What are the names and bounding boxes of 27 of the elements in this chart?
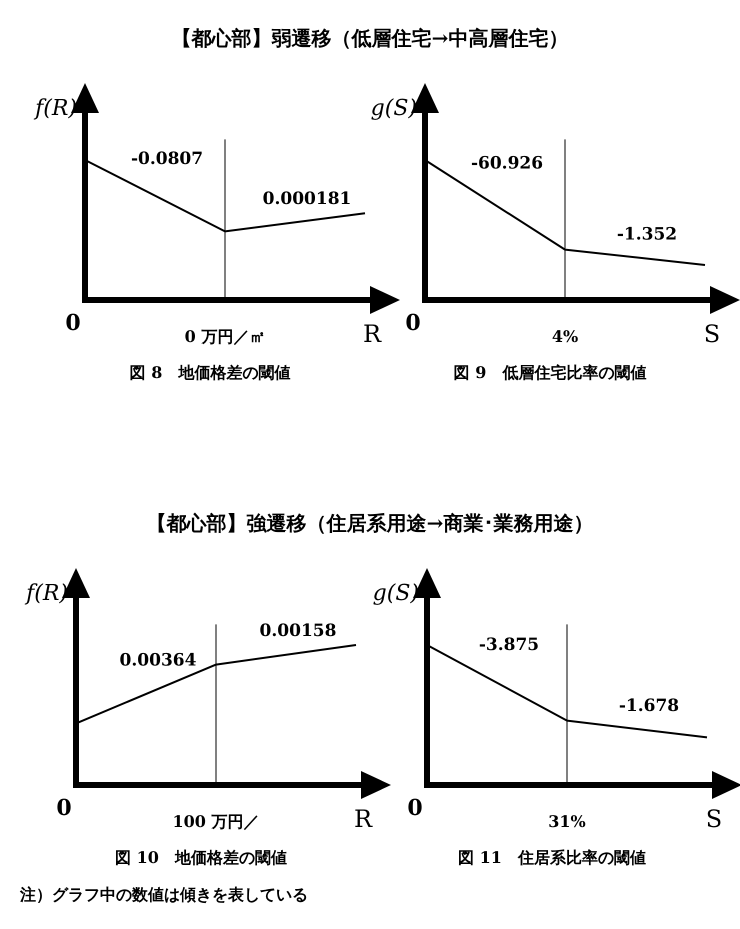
x-tick-label: 4% [552, 327, 578, 346]
annotation: -1.678 [618, 696, 680, 716]
x-axis-title: R [354, 805, 373, 833]
text: 図 11 住居系比率の閾値 [458, 848, 646, 867]
text: 図 8 地価格差の閾値 [130, 363, 290, 382]
x-axis-title: S [706, 805, 722, 833]
annotation: -0.0807 [130, 148, 204, 169]
annotation: -3.875 [478, 634, 540, 655]
x-tick-label: 31% [548, 812, 586, 831]
chart-title: 【都心部】弱遷移（低層住宅→中高層住宅） [172, 26, 568, 50]
text: 図 10 地価格差の閾値 [115, 848, 287, 867]
x-axis-title: R [362, 320, 382, 348]
text: 図 9 低層住宅比率の閾値 [454, 363, 646, 382]
x-tick-label: 0 [65, 310, 81, 336]
annotation: 0.000181 [262, 188, 352, 209]
text: 0.00158 [260, 620, 336, 641]
x-axis-title: S [704, 320, 720, 348]
x-tick-label: 0 [405, 310, 421, 336]
chart-title: 【都心部】強遷移（住居系用途→商業･業務用途） [146, 511, 594, 535]
x-tick-label: 0 [407, 795, 423, 821]
annotation: 0.00364 [120, 650, 197, 670]
x-tick-label: 0 [56, 795, 72, 821]
x-tick-label: 0 万円／㎡ [184, 327, 266, 346]
text: 注）グラフ中の数値は傾きを表している [19, 885, 308, 904]
x-tick-label: 100 万円／ [172, 812, 260, 831]
annotation: -1.352 [616, 224, 678, 244]
annotation: -60.926 [470, 153, 544, 174]
